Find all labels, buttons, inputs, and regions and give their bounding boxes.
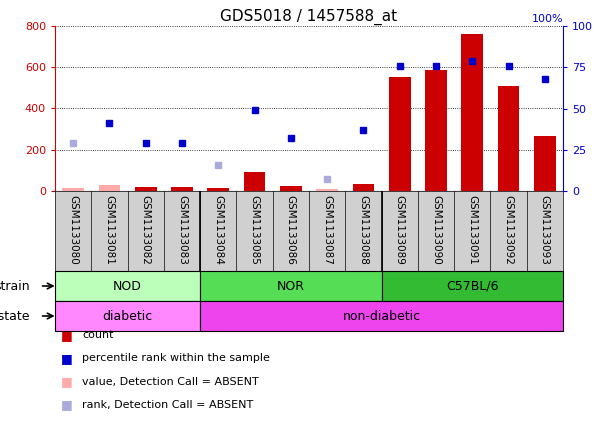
Bar (207, 188, 229, 191)
Text: GSM1133081: GSM1133081 (105, 195, 114, 265)
Bar (244, 173, 266, 191)
Text: percentile rank within the sample: percentile rank within the sample (82, 354, 270, 363)
Text: GSM1133090: GSM1133090 (431, 195, 441, 265)
Bar (200, 271, 382, 301)
Bar (353, 184, 375, 191)
Text: value, Detection Call = ABSENT: value, Detection Call = ABSENT (82, 377, 259, 387)
Text: GSM1133093: GSM1133093 (540, 195, 550, 265)
Text: GSM1133082: GSM1133082 (140, 195, 151, 265)
Bar (316, 189, 338, 191)
Text: ■: ■ (61, 352, 73, 365)
Text: ■: ■ (61, 375, 73, 388)
Bar (55, 301, 200, 331)
Bar (200, 301, 563, 331)
Text: GSM1133080: GSM1133080 (68, 195, 78, 265)
Text: GSM1133083: GSM1133083 (177, 195, 187, 265)
Text: GSM1133086: GSM1133086 (286, 195, 296, 265)
Text: C57BL/6: C57BL/6 (446, 280, 499, 292)
Bar (135, 187, 157, 191)
Title: GDS5018 / 1457588_at: GDS5018 / 1457588_at (221, 8, 398, 25)
Bar (62, 188, 84, 191)
Text: strain: strain (0, 280, 30, 292)
Text: rank, Detection Call = ABSENT: rank, Detection Call = ABSENT (82, 400, 254, 410)
Text: ■: ■ (61, 329, 73, 342)
Text: GSM1133089: GSM1133089 (395, 195, 405, 265)
Text: GSM1133091: GSM1133091 (468, 195, 477, 265)
Text: ■: ■ (61, 398, 73, 412)
Text: disease state: disease state (0, 310, 30, 322)
Text: NOD: NOD (113, 280, 142, 292)
Text: GSM1133088: GSM1133088 (359, 195, 368, 265)
Bar (498, 86, 519, 191)
Bar (98, 185, 120, 191)
Bar (461, 34, 483, 191)
Text: NOR: NOR (277, 280, 305, 292)
Bar (425, 70, 447, 191)
Bar (534, 136, 556, 191)
Text: non-diabetic: non-diabetic (342, 310, 421, 322)
Text: 100%: 100% (531, 14, 563, 25)
Bar (280, 186, 302, 191)
Bar (382, 271, 563, 301)
Text: GSM1133084: GSM1133084 (213, 195, 223, 265)
Bar (55, 271, 200, 301)
Text: diabetic: diabetic (102, 310, 153, 322)
Text: GSM1133092: GSM1133092 (503, 195, 514, 265)
Text: GSM1133087: GSM1133087 (322, 195, 332, 265)
Bar (389, 77, 410, 191)
Text: count: count (82, 330, 114, 340)
Bar (171, 187, 193, 191)
Text: GSM1133085: GSM1133085 (249, 195, 260, 265)
